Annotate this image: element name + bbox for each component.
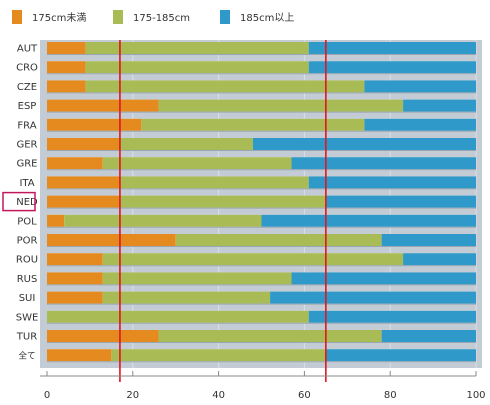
- bar-segment: [47, 330, 159, 342]
- bar-segment: [47, 349, 112, 362]
- category-label: TUR: [16, 332, 37, 343]
- bar-segment: [158, 99, 404, 112]
- category-label: POR: [17, 236, 38, 247]
- bar-segment: [102, 253, 404, 266]
- bar-segment: [364, 80, 476, 93]
- category-label: FRA: [17, 120, 36, 131]
- category-label: ROU: [16, 255, 38, 266]
- legend-swatch: [113, 10, 123, 24]
- bar-segment: [47, 253, 103, 266]
- bar-segment: [119, 195, 326, 208]
- bar-segment: [64, 214, 262, 227]
- bar-segment: [47, 195, 120, 208]
- category-label: ESP: [18, 101, 37, 112]
- category-label: SUI: [19, 293, 36, 304]
- bar-segment: [102, 157, 292, 170]
- bar-segment: [47, 61, 86, 74]
- category-label: CRO: [16, 63, 38, 74]
- category-label: 全て: [18, 351, 35, 362]
- bar-segment: [47, 272, 103, 285]
- x-tick-label: 60: [298, 390, 311, 401]
- bar-segment: [111, 349, 326, 362]
- category-label: NED: [16, 197, 38, 208]
- bar-segment: [47, 310, 309, 323]
- bar-segment: [175, 234, 382, 246]
- legend-swatch: [220, 10, 230, 24]
- bar-segment: [85, 61, 309, 74]
- category-label: GER: [16, 140, 37, 151]
- bar-segment: [47, 99, 159, 112]
- bar-segment: [119, 138, 253, 150]
- x-tick-label: 100: [466, 390, 485, 401]
- bar-segment: [47, 214, 65, 227]
- bar-segment: [381, 234, 476, 246]
- bar-segment: [141, 118, 365, 131]
- x-tick-label: 20: [126, 390, 139, 401]
- bar-segment: [47, 80, 86, 93]
- bar-segment: [291, 157, 476, 170]
- bar-segment: [47, 157, 103, 170]
- category-label: SWE: [16, 312, 39, 323]
- category-label: GRE: [16, 159, 37, 170]
- legend-label: 175cm未満: [32, 12, 86, 24]
- x-tick-label: 0: [44, 390, 50, 401]
- bar-segment: [270, 291, 476, 304]
- bar-segment: [403, 253, 476, 266]
- bar-segment: [85, 42, 309, 54]
- bar-segment: [102, 272, 292, 285]
- bar-segment: [85, 80, 365, 93]
- bar-segment: [381, 330, 476, 342]
- bar-segment: [47, 176, 120, 189]
- bar-segment: [291, 272, 476, 285]
- bar-segment: [325, 349, 476, 362]
- category-label: AUT: [17, 44, 38, 55]
- bar-segment: [403, 99, 476, 112]
- category-label: POL: [17, 216, 37, 227]
- highlight-box: [2, 191, 36, 212]
- bar-segment: [364, 118, 476, 131]
- x-tick-label: 80: [384, 390, 397, 401]
- bar-segment: [119, 176, 309, 189]
- bar-segment: [261, 214, 476, 227]
- legend-label: 185cm以上: [240, 12, 294, 24]
- bar-segment: [158, 330, 382, 342]
- bar-segment: [325, 195, 476, 208]
- bar-segment: [308, 310, 476, 323]
- legend-label: 175-185cm: [133, 13, 190, 24]
- bar-segment: [252, 138, 476, 150]
- legend-swatch: [12, 10, 22, 24]
- category-label: ITA: [19, 178, 34, 189]
- bar-segment: [308, 176, 476, 189]
- bar-segment: [47, 138, 120, 150]
- bar-segment: [47, 118, 142, 131]
- category-label: CZE: [17, 82, 37, 93]
- bar-segment: [102, 291, 271, 304]
- category-label: RUS: [17, 274, 38, 285]
- x-tick-label: 40: [212, 390, 225, 401]
- bar-segment: [47, 42, 86, 54]
- bar-segment: [47, 234, 176, 246]
- bar-segment: [308, 61, 476, 74]
- bar-segment: [308, 42, 476, 54]
- bar-segment: [47, 291, 103, 304]
